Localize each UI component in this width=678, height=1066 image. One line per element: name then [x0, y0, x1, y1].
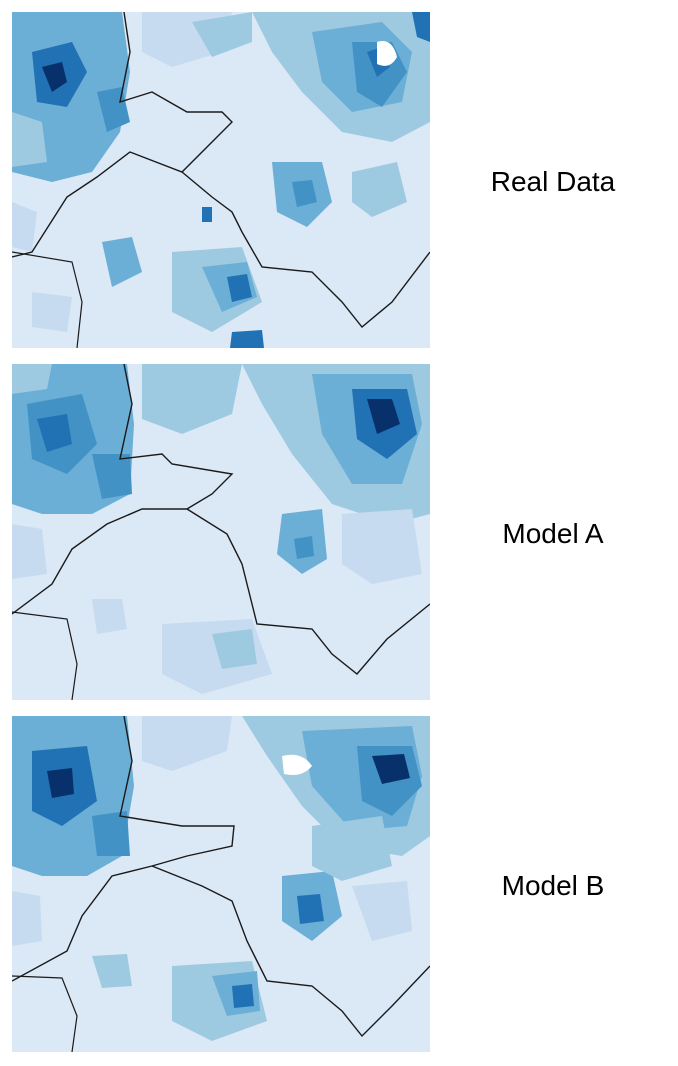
- panel-real-data: Real Data: [0, 12, 678, 348]
- panel-label-real-data: Real Data: [490, 166, 616, 197]
- choropleth-map-real: [12, 12, 430, 348]
- choropleth-map-model-b: [12, 716, 430, 1052]
- panel-model-a: Model A: [0, 364, 678, 700]
- map-model-a: [12, 364, 430, 700]
- choropleth-map-model-a: [12, 364, 430, 700]
- panel-label-model-b: Model B: [501, 870, 605, 901]
- map-real-data: [12, 12, 430, 348]
- map-model-b: [12, 716, 430, 1052]
- panel-label-model-a: Model A: [502, 518, 604, 549]
- panel-model-b: Model B: [0, 716, 678, 1052]
